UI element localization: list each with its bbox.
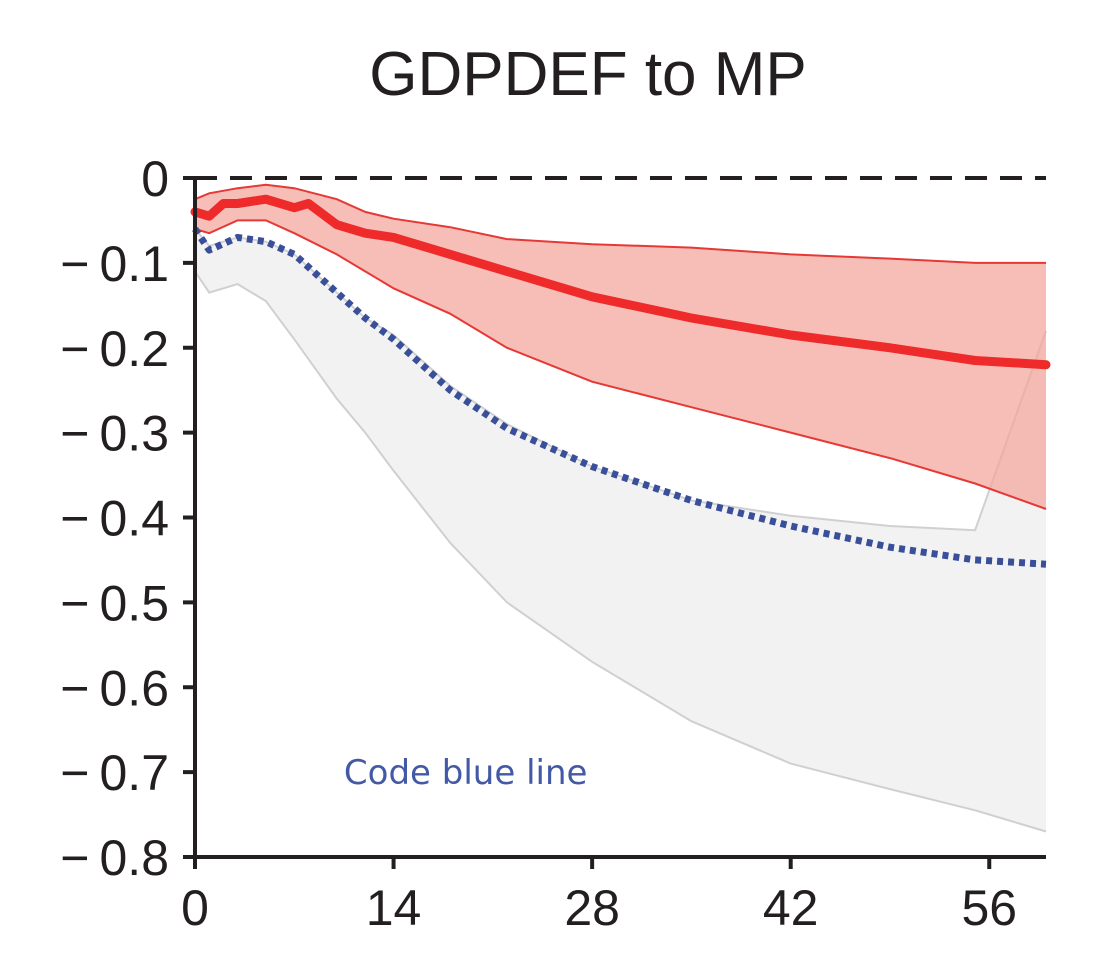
y-tick-label: − 0.8	[60, 830, 169, 886]
y-tick-label: − 0.6	[60, 660, 169, 716]
y-tick-label: − 0.2	[60, 321, 169, 377]
band-2-fill	[195, 184, 1046, 510]
x-tick-label: 42	[763, 880, 819, 936]
red-solid-series-line	[190, 194, 1051, 370]
blue-dotted-series-line	[192, 226, 1047, 568]
tick-labels: 0 − 0.1 − 0.2 − 0.3 − 0.4 − 0.5 − 0.6 − 0.7 − 0.…	[60, 151, 1017, 936]
chart-title: GDPDEF to MP	[369, 40, 807, 109]
x-tick-label: 28	[564, 880, 620, 936]
y-tick-label: − 0.3	[60, 406, 169, 462]
axes	[183, 176, 1046, 869]
y-tick-label: − 0.5	[60, 575, 169, 631]
confidence-bands	[194, 183, 1047, 833]
band-2-lower-edge	[194, 219, 1047, 510]
annotations: Code blue line	[344, 753, 588, 793]
annotation-label: Code blue line	[344, 753, 588, 793]
y-tick-label: − 0.1	[60, 236, 169, 292]
band-1-lower-edge	[194, 270, 1047, 833]
y-tick-label: − 0.4	[60, 491, 169, 547]
band-1-fill	[195, 228, 1046, 832]
x-tick-label: 14	[366, 880, 422, 936]
x-tick-label: 56	[961, 880, 1017, 936]
series-lines	[190, 194, 1051, 568]
x-tick-label: 0	[181, 880, 209, 936]
y-tick-label: 0	[141, 151, 169, 207]
y-tick-label: − 0.7	[60, 745, 169, 801]
band-2-upper-edge	[194, 183, 1046, 264]
